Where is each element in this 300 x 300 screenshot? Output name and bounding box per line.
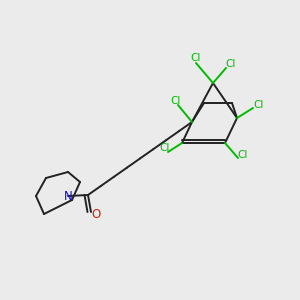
Text: Cl: Cl: [191, 53, 201, 63]
Text: Cl: Cl: [226, 59, 236, 69]
Text: O: O: [92, 208, 100, 220]
Text: Cl: Cl: [171, 96, 181, 106]
Text: Cl: Cl: [238, 150, 248, 160]
Text: N: N: [64, 190, 72, 202]
Text: Cl: Cl: [254, 100, 264, 110]
Text: Cl: Cl: [160, 143, 170, 153]
